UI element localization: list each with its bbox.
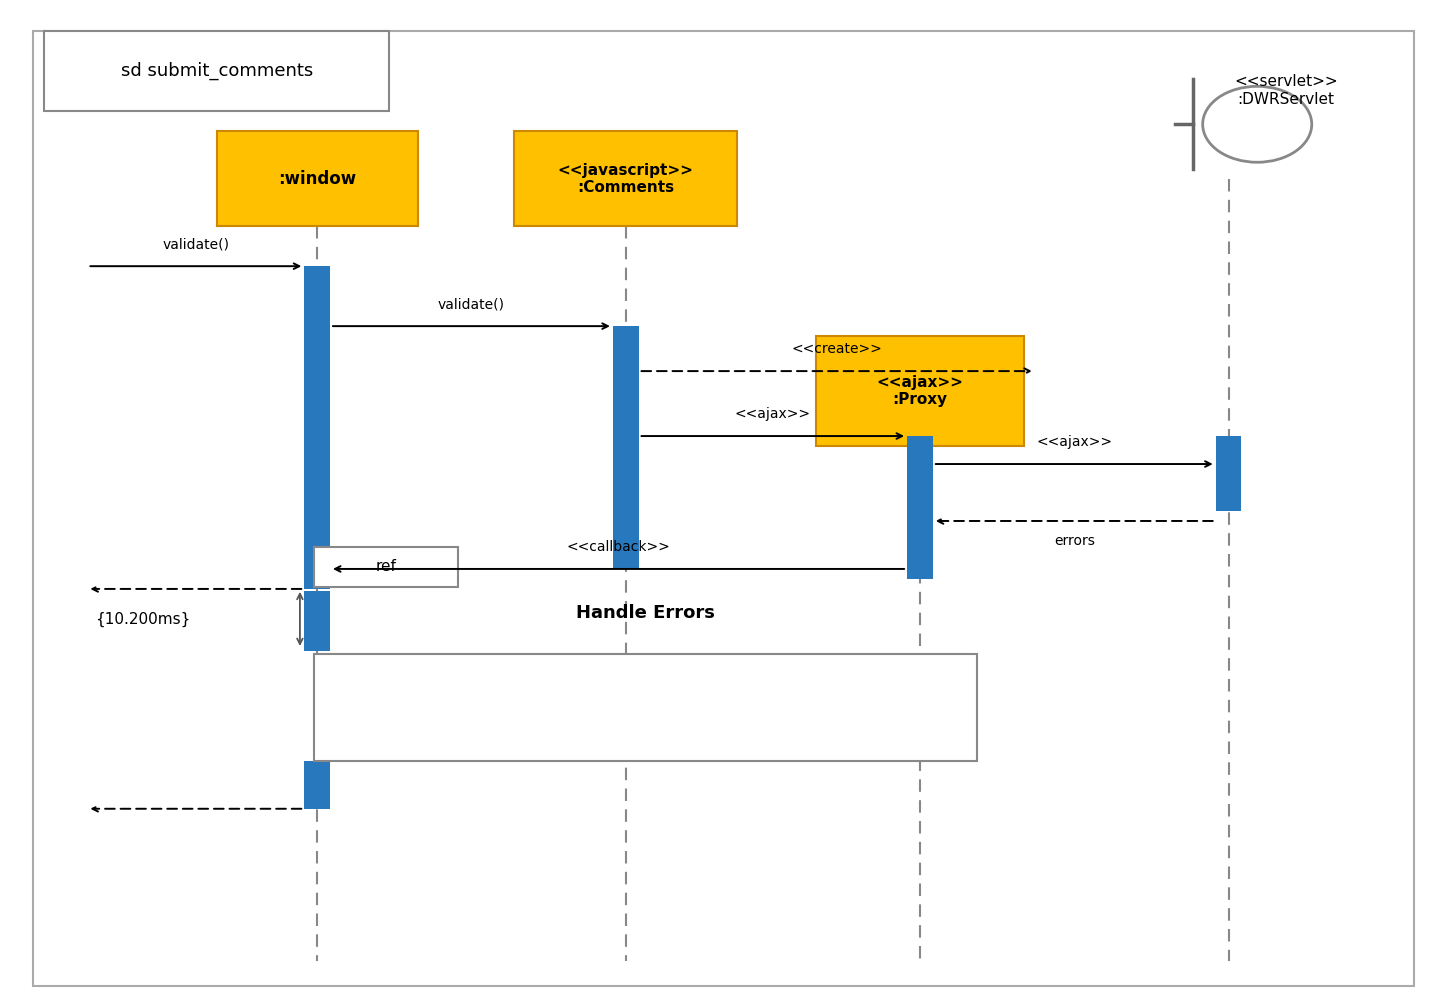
Bar bbox=[305, 267, 331, 589]
Bar bbox=[305, 591, 331, 651]
Bar bbox=[1215, 436, 1241, 511]
Text: validate(): validate() bbox=[439, 298, 505, 312]
Text: <<ajax>>: <<ajax>> bbox=[1037, 435, 1112, 449]
Text: <<create>>: <<create>> bbox=[791, 342, 881, 356]
Bar bbox=[305, 761, 331, 809]
Text: <<servlet>>
:DWRServlet: <<servlet>> :DWRServlet bbox=[1234, 74, 1337, 107]
Text: {10.200ms}: {10.200ms} bbox=[95, 611, 190, 626]
Text: sd submit_comments: sd submit_comments bbox=[121, 62, 313, 80]
Text: Handle Errors: Handle Errors bbox=[577, 604, 715, 622]
Text: <<ajax>>: <<ajax>> bbox=[735, 407, 811, 421]
Text: <<callback>>: <<callback>> bbox=[567, 540, 670, 554]
Bar bbox=[217, 131, 417, 226]
Bar bbox=[613, 326, 638, 569]
Text: <<javascript>>
:Comments: <<javascript>> :Comments bbox=[558, 162, 693, 195]
Text: ref: ref bbox=[375, 559, 397, 574]
Bar bbox=[45, 31, 388, 111]
Bar bbox=[907, 436, 933, 579]
Text: validate(): validate() bbox=[162, 237, 230, 252]
Bar bbox=[315, 547, 457, 587]
Bar bbox=[515, 131, 736, 226]
Bar bbox=[315, 654, 978, 761]
Text: :window: :window bbox=[278, 169, 357, 187]
Text: errors: errors bbox=[1054, 534, 1094, 548]
Text: <<ajax>>
:Proxy: <<ajax>> :Proxy bbox=[877, 375, 963, 407]
Bar bbox=[815, 336, 1024, 446]
